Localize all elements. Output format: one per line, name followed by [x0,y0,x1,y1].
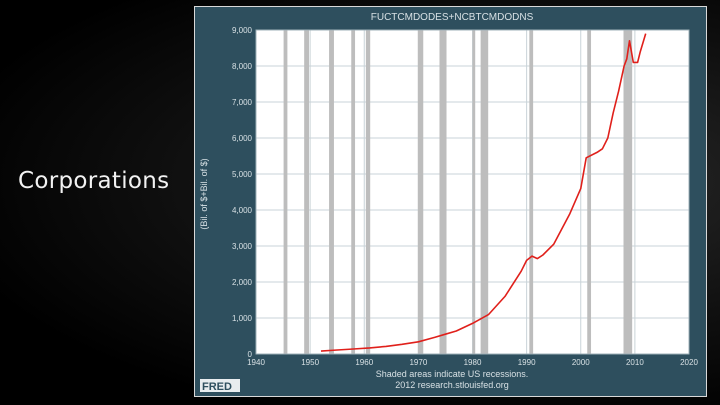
recession-band [304,30,310,354]
x-tick-label: 2020 [680,358,698,367]
recession-band [417,30,424,354]
plot-border [255,29,690,355]
x-tick-label: 2000 [572,358,590,367]
source-note: 2012 research.stlouisfed.org [395,380,509,390]
y-tick-label: 2,000 [232,278,253,287]
x-tick-label: 1960 [355,358,373,367]
y-tick-label: 1,000 [232,314,253,323]
chart-title: FUCTCMDODES+NCBTCMDODNS [371,12,534,23]
y-tick-label: 9,000 [232,26,253,35]
recession-band [439,30,447,354]
recession-band [283,30,288,354]
fred-logo-text: FRED [202,381,232,393]
series-line [320,33,647,352]
x-tick-label: 1980 [464,358,482,367]
fred-logo: FRED [200,379,240,393]
x-tick-label: 1970 [409,358,427,367]
recession-band [365,30,371,354]
y-tick-label: 0 [248,350,253,359]
x-tick-label: 1950 [301,358,319,367]
y-tick-label: 5,000 [232,170,253,179]
recession-note: Shaded areas indicate US recessions. [376,369,529,379]
recession-band [480,30,489,354]
recession-band [587,30,592,354]
x-tick-label: 1990 [518,358,536,367]
recession-band [623,30,633,354]
x-tick-label: 2010 [626,358,644,367]
y-axis-label: (Bil. of $+Bil. of $) [199,158,209,229]
chart-svg: FUCTCMDODES+NCBTCMDODNS (Bil. of $+Bil. … [199,12,698,393]
y-tick-label: 7,000 [232,98,253,107]
x-tick-label: 1940 [247,358,265,367]
recession-band [329,30,334,354]
y-tick-label: 6,000 [232,134,253,143]
y-tick-label: 8,000 [232,62,253,71]
recession-band [472,30,476,354]
y-tick-label: 3,000 [232,242,253,251]
recession-band [351,30,356,354]
recession-band [529,30,534,354]
chart-frame: FUCTCMDODES+NCBTCMDODNS (Bil. of $+Bil. … [194,6,707,397]
slide-heading: Corporations [18,168,170,194]
y-tick-label: 4,000 [232,206,253,215]
